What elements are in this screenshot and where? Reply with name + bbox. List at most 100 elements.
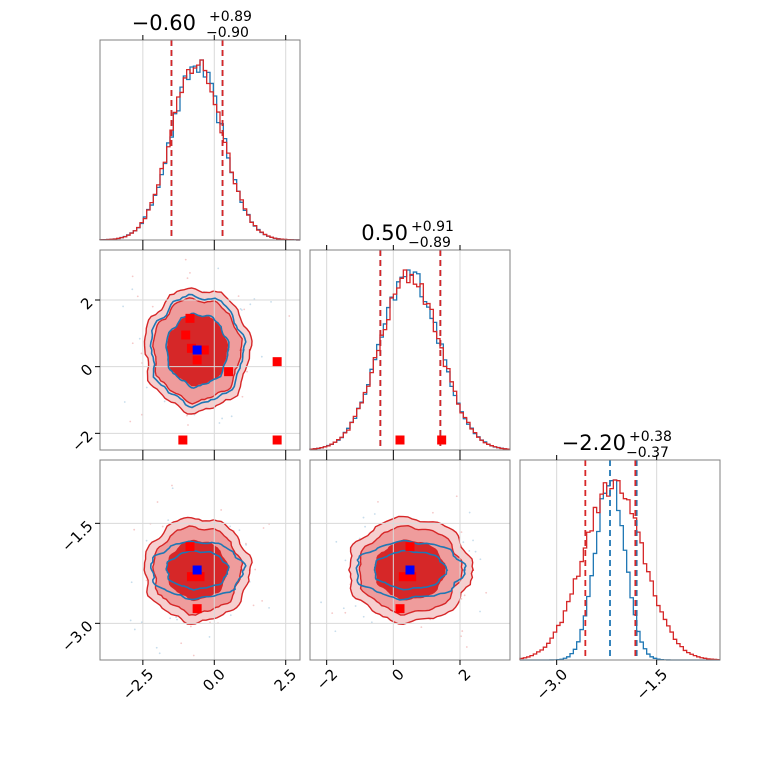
sample-point: [229, 525, 232, 528]
sample-point: [163, 400, 166, 403]
sample-marker: [395, 604, 405, 614]
sample-point: [131, 288, 134, 291]
sample-point: [180, 642, 183, 645]
sample-point: [344, 611, 347, 614]
truth-marker: [405, 565, 415, 575]
param0-title-upper: +0.89: [209, 9, 252, 25]
sample-point: [370, 621, 373, 624]
sample-point: [320, 601, 322, 604]
axes-frame-0-0: [99, 39, 301, 241]
axes-frame-2-0: [99, 459, 301, 661]
sample-marker: [192, 355, 202, 365]
param2-title-value: −2.20: [562, 431, 626, 455]
sample-point: [460, 531, 463, 534]
sample-point: [331, 612, 334, 615]
y-tick-label-param1: 2: [77, 294, 96, 313]
axes-frame-1-1: [309, 249, 511, 451]
sample-point: [156, 501, 159, 503]
sample-marker: [398, 572, 408, 582]
x-tick-label-param0: −2.5: [119, 665, 157, 703]
sample-point: [468, 549, 471, 552]
sample-point: [460, 635, 462, 638]
sample-point: [431, 511, 434, 514]
param0-title-value: −0.60: [132, 11, 196, 35]
sample-point: [288, 315, 291, 317]
sample-point: [161, 525, 164, 528]
sample-point: [344, 559, 347, 562]
contour-blue-2sigma: [150, 540, 247, 601]
sample-point: [460, 597, 463, 600]
contour-blue-2sigma: [149, 293, 247, 409]
sample-point: [245, 542, 247, 545]
sample-point: [465, 646, 468, 648]
sample-point: [131, 342, 134, 345]
param2-title-upper: +0.38: [629, 429, 672, 445]
sample-point: [186, 277, 189, 280]
axes-frame-1-0: [99, 249, 301, 451]
sample-point: [239, 308, 242, 310]
contour-blue-1sigma: [165, 312, 230, 389]
sample-point: [373, 513, 376, 515]
sample-marker: [405, 542, 415, 552]
x-tick-label-param1: 2: [455, 665, 474, 684]
sample-point: [249, 303, 252, 306]
histogram-red-p2: [519, 479, 720, 661]
sample-point: [123, 401, 126, 403]
histogram-red-p1: [309, 269, 510, 450]
sample-marker: [272, 435, 282, 445]
y-tick-label-param1: 0: [77, 360, 96, 379]
sample-point: [246, 370, 248, 373]
sample-marker: [181, 330, 191, 340]
truth-marker: [192, 565, 202, 575]
sample-point: [130, 581, 133, 584]
sample-point: [262, 527, 265, 529]
sample-point: [133, 528, 136, 531]
param1-title-lower: −0.89: [408, 235, 451, 251]
sample-point: [138, 337, 141, 340]
x-tick-label-param0: 2.5: [271, 665, 301, 695]
sample-point: [260, 355, 263, 358]
sample-point: [230, 415, 233, 418]
sample-point: [238, 529, 241, 532]
sample-point: [129, 619, 132, 622]
sample-point: [354, 605, 357, 607]
sample-point: [186, 414, 188, 417]
sample-point: [474, 550, 477, 553]
sample-point: [145, 386, 148, 389]
sample-point: [129, 420, 132, 423]
sample-point: [243, 308, 246, 311]
sample-point: [158, 652, 161, 655]
sample-point: [145, 539, 148, 542]
sample-point: [335, 540, 338, 543]
sample-point: [237, 295, 240, 298]
sample-point: [485, 591, 488, 594]
sample-point: [189, 272, 191, 274]
sample-point: [171, 484, 173, 487]
sample-point: [187, 424, 189, 426]
sample-point: [221, 417, 224, 420]
sample-point: [342, 607, 345, 610]
sample-point: [462, 541, 465, 544]
contour-blue-2sigma: [355, 539, 467, 601]
sample-point: [131, 275, 134, 278]
sample-point: [155, 646, 158, 649]
sample-point: [217, 267, 220, 270]
x-tick-label-param1: −2: [313, 665, 341, 693]
sample-point: [229, 614, 232, 617]
sample-point: [240, 309, 243, 311]
sample-point: [472, 539, 474, 542]
sample-marker: [178, 435, 188, 445]
sample-point: [268, 606, 270, 609]
sample-marker: [195, 572, 205, 582]
sample-marker: [185, 313, 195, 323]
sample-point: [362, 516, 365, 519]
param1-title-value: 0.50: [361, 221, 408, 245]
y-tick-label-param2: −1.5: [58, 517, 96, 555]
sample-point: [140, 621, 143, 624]
sample-point: [145, 579, 148, 582]
sample-point: [364, 525, 366, 528]
sample-point: [192, 654, 195, 657]
sample-point: [169, 617, 172, 620]
sample-point: [176, 618, 178, 621]
histogram-blue-p2: [520, 479, 720, 661]
